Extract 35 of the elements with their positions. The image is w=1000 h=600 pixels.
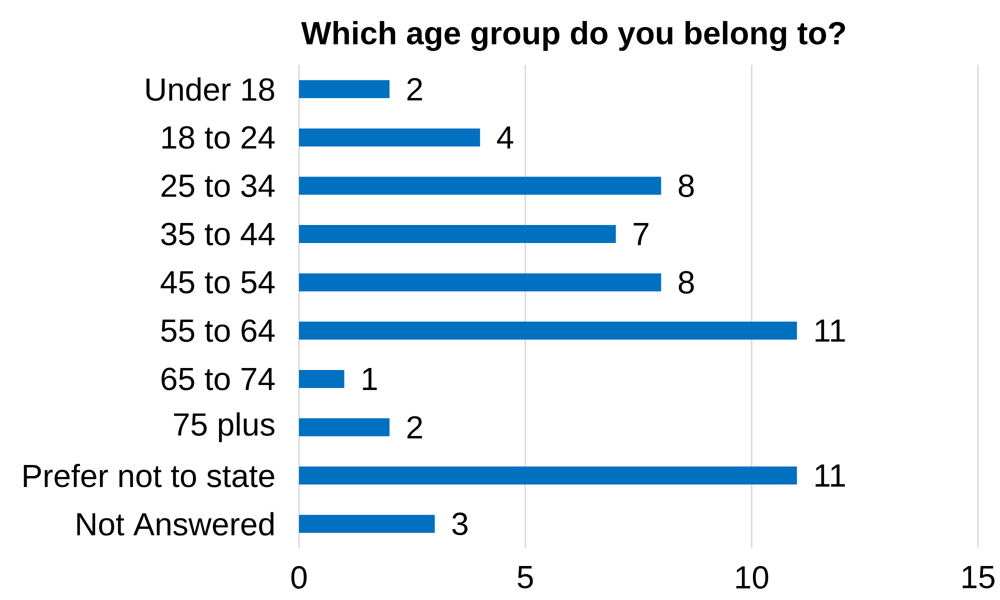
bar [299,466,797,485]
bar [299,514,435,533]
data-label: 1 [362,368,377,390]
data-label: 7 [634,223,648,246]
data-label: 8 [678,174,694,198]
x-tick-label: 0 [291,566,307,589]
y-tick-label: Prefer not to state [24,464,274,488]
y-tick-label: 18 to 24 [162,126,275,149]
y-tick-label: 25 to 34 [162,174,275,198]
y-tick-label: 35 to 44 [161,222,275,246]
bar [299,176,662,195]
y-tick-label: 65 to 74 [162,368,275,390]
bar [299,80,390,98]
data-label: 8 [678,271,694,294]
chart-title: Which age group do you belong to? [301,21,846,51]
bar [299,225,616,244]
data-label: 2 [407,78,422,100]
y-tick-label: 55 to 64 [161,319,275,342]
data-label: 11 [816,320,845,342]
bar [299,370,344,388]
data-label: 11 [816,464,845,487]
y-tick-label: Under 18 [146,77,274,101]
bar [299,418,390,436]
data-label: 4 [497,126,514,148]
bar [299,273,662,292]
x-tick-label: 10 [736,566,768,589]
y-tick-label: 75 plus [174,412,274,442]
x-tick-label: 5 [518,566,533,588]
data-label: 2 [407,416,422,438]
y-tick-label: 45 to 54 [160,271,275,294]
bar [299,128,480,146]
y-tick-label: Not Answered [77,512,274,536]
x-tick-label: 15 [962,566,994,588]
bar [299,322,797,340]
data-label: 3 [452,512,468,536]
